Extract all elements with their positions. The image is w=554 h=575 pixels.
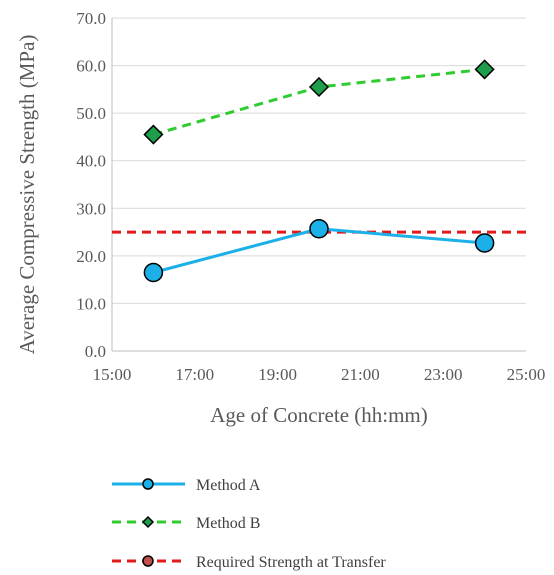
y-tick-label-0: 0.0: [85, 342, 106, 361]
data-point-method-b-1: [308, 76, 330, 98]
legend-marker-method-a: [142, 478, 154, 490]
legend-label-method-b: Method B: [196, 515, 260, 532]
y-tick-label-1: 10.0: [76, 294, 106, 313]
y-tick-label-2: 20.0: [76, 247, 106, 266]
y-tick-label-7: 70.0: [76, 9, 106, 28]
y-tick-label-5: 50.0: [76, 104, 106, 123]
y-tick-label-3: 30.0: [76, 199, 106, 218]
x-tick-label-3: 21:00: [341, 365, 380, 384]
x-tick-label-5: 25:00: [507, 365, 546, 384]
data-point-method-b-0: [143, 124, 164, 145]
x-axis-title: Age of Concrete (hh:mm): [210, 403, 428, 427]
legend-marker-required-strength: [142, 555, 154, 567]
legend-marker-method-b: [141, 515, 155, 529]
data-point-method-a-2: [474, 233, 495, 253]
legend-label-method-a: Method A: [196, 477, 261, 494]
x-tick-label-0: 15:00: [93, 365, 132, 384]
x-tick-label-1: 17:00: [175, 365, 214, 384]
data-point-method-a-0: [143, 262, 164, 283]
legend: Method A Method B Required Strength at Tra…: [112, 477, 386, 571]
x-tick-label-2: 19:00: [258, 365, 297, 384]
y-tick-label-6: 60.0: [76, 57, 106, 76]
axes: 0.0 10.0 20.0 30.0 40.0 50.0 60.0 70.0 15:00 17:0…: [76, 9, 545, 384]
y-axis-title: Average Compressive Strength (MPa): [15, 35, 39, 355]
grid: [112, 17, 526, 304]
x-tick-label-4: 23:00: [424, 365, 463, 384]
data-point-method-b-2: [474, 59, 495, 80]
legend-label-required-strength: Required Strength at Transfer: [196, 554, 386, 571]
y-tick-label-4: 40.0: [76, 152, 106, 171]
data-point-method-a-1: [309, 218, 329, 239]
series-layer: [112, 59, 526, 283]
